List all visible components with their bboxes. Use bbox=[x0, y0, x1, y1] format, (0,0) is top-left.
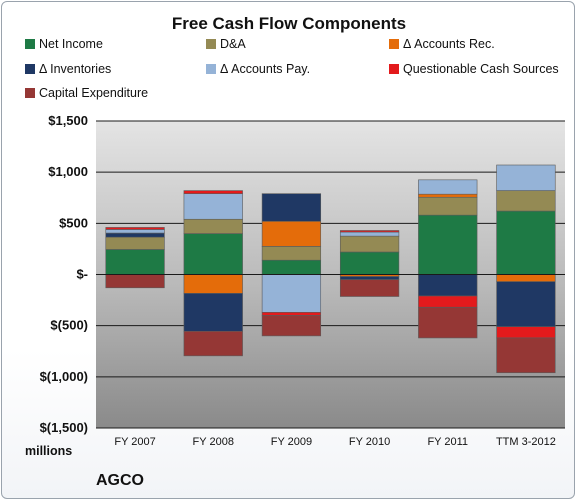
bar-capital-expenditure-fy-2010 bbox=[339, 279, 400, 297]
legend-item-accounts-rec: Δ Accounts Rec. bbox=[389, 37, 495, 51]
bar-accounts-pay-fy-2011 bbox=[418, 179, 478, 195]
legend-label: Capital Expenditure bbox=[39, 86, 149, 100]
bar-d-a-ttm-3-2012 bbox=[496, 190, 556, 212]
bar-questionable-cash-sources-fy-2011 bbox=[418, 295, 478, 308]
bar-accounts-rec-fy-2011 bbox=[418, 193, 478, 198]
legend-label: Questionable Cash Sources bbox=[403, 62, 559, 76]
units-label: millions bbox=[25, 444, 73, 458]
legend-item-inventories: Δ Inventories bbox=[25, 62, 111, 76]
legend-item-capital-expenditure: Capital Expenditure bbox=[25, 86, 148, 100]
legend-label: Δ Accounts Pay. bbox=[220, 62, 311, 76]
x-tick-label: FY 2008 bbox=[193, 436, 234, 448]
bar-net-income-fy-2011 bbox=[418, 214, 478, 275]
bar-capital-expenditure-ttm-3-2012 bbox=[496, 337, 556, 374]
legend-item-net-income: Net Income bbox=[25, 37, 103, 51]
bar-capital-expenditure-fy-2008 bbox=[183, 330, 243, 357]
bar-accounts-rec-fy-2008 bbox=[183, 274, 243, 294]
y-tick-label: $500 bbox=[59, 215, 88, 230]
bar-capital-expenditure-fy-2011 bbox=[418, 306, 478, 339]
legend-swatch bbox=[25, 88, 35, 98]
legend-swatch bbox=[389, 64, 399, 74]
bar-capital-expenditure-fy-2009 bbox=[261, 315, 322, 337]
legend-swatch bbox=[206, 39, 216, 49]
legend-swatch bbox=[206, 64, 216, 74]
y-tick-label: $(500) bbox=[50, 318, 88, 333]
x-tick-label: FY 2009 bbox=[271, 436, 312, 448]
bar-inventories-fy-2010 bbox=[339, 276, 400, 280]
y-tick-label: $(1,000) bbox=[40, 369, 88, 384]
bar-d-a-fy-2007 bbox=[105, 236, 165, 250]
bar-questionable-cash-sources-fy-2010 bbox=[339, 230, 400, 233]
y-tick-label: $1,500 bbox=[48, 113, 88, 128]
bar-net-income-fy-2009 bbox=[261, 259, 322, 275]
bar-net-income-fy-2008 bbox=[183, 233, 243, 275]
bar-inventories-fy-2011 bbox=[418, 274, 478, 297]
bar-questionable-cash-sources-fy-2007 bbox=[105, 227, 165, 230]
bar-questionable-cash-sources-ttm-3-2012 bbox=[496, 326, 556, 339]
bar-net-income-fy-2010 bbox=[339, 251, 400, 275]
bar-accounts-pay-fy-2008 bbox=[183, 193, 243, 220]
y-tick-label: $(1,500) bbox=[40, 420, 88, 435]
bar-accounts-pay-ttm-3-2012 bbox=[496, 164, 556, 191]
bar-inventories-fy-2007 bbox=[105, 232, 165, 238]
bar-inventories-fy-2009 bbox=[261, 193, 322, 222]
bar-d-a-fy-2011 bbox=[418, 196, 478, 216]
legend-swatch bbox=[25, 39, 35, 49]
chart-legend: Net Income D&A Δ Accounts Rec. Δ Inventorie… bbox=[0, 0, 578, 110]
bar-capital-expenditure-fy-2007 bbox=[105, 274, 165, 289]
y-tick-label: $1,000 bbox=[48, 164, 88, 179]
x-tick-label: FY 2007 bbox=[114, 436, 155, 448]
company-name: AGCO bbox=[96, 472, 144, 489]
legend-item-d-a: D&A bbox=[206, 37, 246, 51]
bar-net-income-ttm-3-2012 bbox=[496, 210, 556, 275]
bar-questionable-cash-sources-fy-2009 bbox=[261, 312, 322, 316]
legend-label: Δ Accounts Rec. bbox=[403, 37, 495, 51]
legend-label: Δ Inventories bbox=[39, 62, 112, 76]
legend-swatch bbox=[25, 64, 35, 74]
bar-d-a-fy-2010 bbox=[339, 235, 400, 253]
bar-accounts-pay-fy-2010 bbox=[339, 231, 400, 237]
legend-label: D&A bbox=[220, 37, 246, 51]
bar-accounts-rec-ttm-3-2012 bbox=[496, 274, 556, 282]
bar-inventories-ttm-3-2012 bbox=[496, 281, 556, 327]
x-tick-label: TTM 3-2012 bbox=[496, 436, 556, 448]
legend-item-questionable-cash-sources: Questionable Cash Sources bbox=[389, 62, 559, 76]
legend-swatch bbox=[389, 39, 399, 49]
legend-label: Net Income bbox=[39, 37, 103, 51]
bar-d-a-fy-2008 bbox=[183, 218, 243, 234]
bar-inventories-fy-2008 bbox=[183, 293, 243, 332]
bar-accounts-rec-fy-2009 bbox=[261, 220, 322, 247]
x-tick-label: FY 2010 bbox=[349, 436, 390, 448]
bar-accounts-pay-fy-2007 bbox=[105, 229, 165, 234]
bar-d-a-fy-2009 bbox=[261, 246, 322, 261]
bar-net-income-fy-2007 bbox=[105, 249, 165, 275]
chart-title: Free Cash Flow Components bbox=[171, 14, 407, 33]
bar-questionable-cash-sources-fy-2008 bbox=[183, 190, 243, 194]
legend-item-accounts-pay: Δ Accounts Pay. bbox=[206, 62, 310, 76]
y-tick-label: $- bbox=[76, 267, 88, 282]
bar-accounts-pay-fy-2009 bbox=[261, 274, 322, 313]
x-tick-label: FY 2011 bbox=[427, 436, 468, 448]
